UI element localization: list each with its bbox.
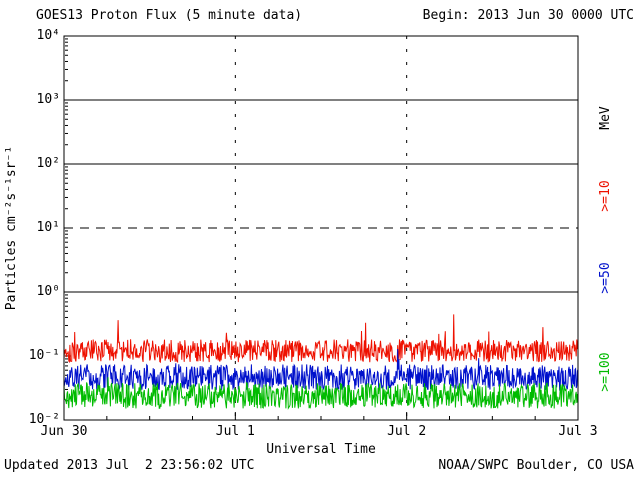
- y-tick-label: 10³: [36, 92, 60, 107]
- x-tick-label: Jun 30: [40, 424, 88, 439]
- chart-title: GOES13 Proton Flux (5 minute data): [36, 8, 303, 23]
- updated-timestamp-label: Updated 2013 Jul 2 23:56:02 UTC: [4, 458, 255, 473]
- y-tick-label: 10²: [36, 156, 60, 171]
- y-tick-label: 10⁰: [36, 284, 60, 299]
- x-tick-label: Jul 3: [558, 424, 598, 439]
- x-axis-title: Universal Time: [266, 442, 376, 457]
- y-tick-label: 10¹: [36, 220, 60, 235]
- begin-timestamp-label: Begin: 2013 Jun 30 0000 UTC: [422, 8, 634, 23]
- series-100-mev: [63, 377, 579, 410]
- energy-channel-label-10: >=10: [598, 180, 613, 212]
- source-attribution-label: NOAA/SWPC Boulder, CO USA: [438, 458, 634, 473]
- energy-channel-label-100: >=100: [598, 352, 613, 392]
- y-tick-label: 10⁻²: [28, 412, 60, 427]
- y-tick-label: 10⁴: [36, 28, 60, 43]
- y-axis-title: Particles cm⁻²s⁻¹sr⁻¹: [4, 145, 19, 311]
- x-tick-label: Jul 1: [215, 424, 255, 439]
- energy-channel-label-mev: MeV: [598, 106, 613, 130]
- y-tick-label: 10⁻¹: [28, 348, 60, 363]
- series-10-mev: [63, 314, 579, 364]
- plot-border: [63, 35, 579, 421]
- energy-channel-label-50: >=50: [598, 262, 613, 294]
- x-tick-label: Jul 2: [387, 424, 427, 439]
